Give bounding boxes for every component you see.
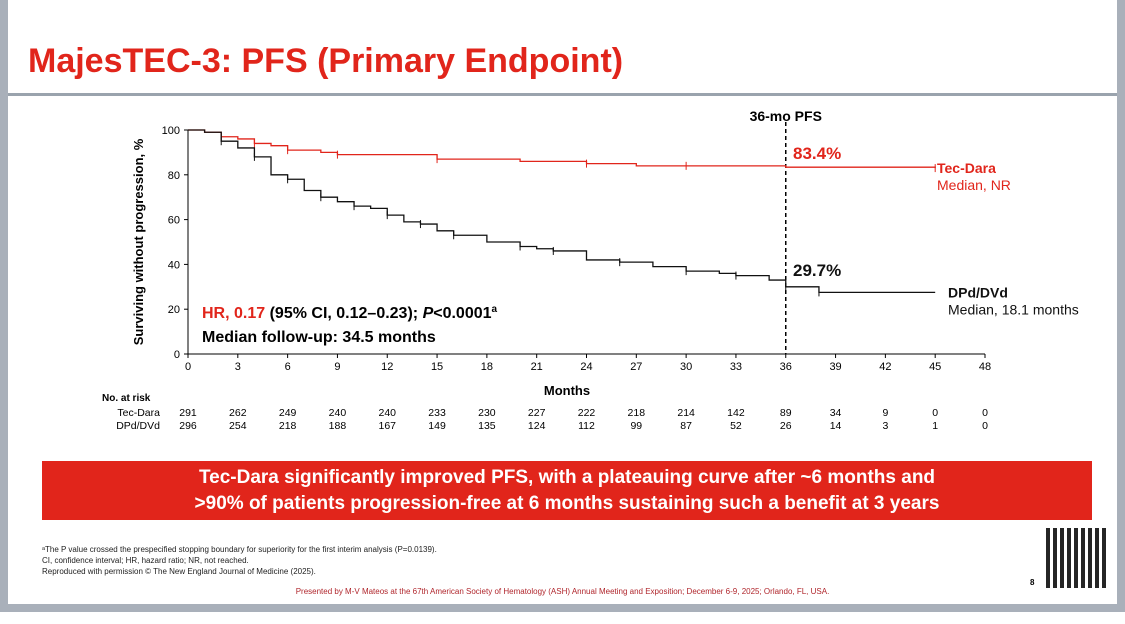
risk-value: 34 [830,407,842,419]
footnote: CI, confidence interval; HR, hazard rati… [42,556,249,565]
conclusion-banner: Tec-Dara significantly improved PFS, wit… [42,461,1092,520]
median-follow-up: Median follow-up: 34.5 months [202,329,436,346]
risk-value: 0 [982,420,988,432]
page-number: 8 [1030,578,1035,587]
x-tick-label: 39 [829,361,841,373]
y-axis-title: Surviving without progression, % [131,138,146,345]
hr-part: <0.0001 [433,305,491,322]
landmark-value: 83.4% [793,144,841,163]
hr-part: P [423,305,434,322]
x-tick-label: 18 [481,361,493,373]
x-tick-label: 42 [879,361,891,373]
risk-value: 240 [329,407,347,419]
risk-value: 89 [780,407,792,419]
hr-part: a [492,304,498,315]
risk-value: 214 [677,407,695,419]
series-median: Median, NR [937,177,1011,193]
landmark-label: 36-mo PFS [750,108,822,124]
x-tick-label: 9 [334,361,340,373]
risk-value: 14 [830,420,842,432]
risk-row-label: Tec-Dara [117,407,160,419]
y-tick-label: 100 [162,125,180,137]
hr-part: (95% CI, 0.12–0.23); [265,305,422,322]
footnote: Reproduced with permission © The New Eng… [42,567,316,576]
x-tick-label: 27 [630,361,642,373]
x-tick-label: 48 [979,361,991,373]
risk-value: 26 [780,420,792,432]
risk-value: 188 [329,420,347,432]
x-tick-label: 21 [531,361,543,373]
x-tick-label: 45 [929,361,941,373]
frame-right [1117,0,1125,612]
x-tick-label: 30 [680,361,692,373]
risk-value: 218 [279,420,297,432]
presented-by: Presented by M-V Mateos at the 67th Amer… [295,587,830,596]
title-divider [8,93,1117,96]
risk-value: 135 [478,420,496,432]
y-tick-label: 20 [168,304,180,316]
risk-value: 222 [578,407,596,419]
risk-value: 0 [932,407,938,419]
x-tick-label: 3 [235,361,241,373]
risk-value: 9 [882,407,888,419]
risk-value: 227 [528,407,546,419]
y-tick-label: 0 [174,349,180,361]
risk-value: 1 [932,420,938,432]
risk-value: 218 [628,407,646,419]
risk-value: 296 [179,420,197,432]
risk-value: 0 [982,407,988,419]
x-tick-label: 33 [730,361,742,373]
risk-value: 142 [727,407,745,419]
x-tick-label: 0 [185,361,191,373]
frame-bottom [0,604,1125,612]
footnote: ᵃThe P value crossed the prespecified st… [42,545,437,554]
risk-value: 233 [428,407,446,419]
risk-value: 149 [428,420,446,432]
y-tick-label: 80 [168,170,180,182]
x-tick-label: 36 [780,361,792,373]
slide-title: MajesTEC-3: PFS (Primary Endpoint) [28,42,624,80]
risk-value: 112 [578,420,595,432]
x-tick-label: 24 [580,361,592,373]
risk-value: 87 [680,420,692,432]
risk-row-label: DPd/DVd [116,420,160,432]
risk-value: 291 [179,407,197,419]
risk-value: 124 [528,420,546,432]
km-chart: 0 3 6 9 12 15 18 21 24 27 30 33 36 39 42 45 480204060801… [102,108,1079,432]
risk-value: 167 [378,420,396,432]
series-median: Median, 18.1 months [948,301,1079,317]
risk-value: 52 [730,420,742,432]
qr-code[interactable] [1046,528,1106,588]
x-tick-label: 15 [431,361,443,373]
risk-value: 240 [378,407,396,419]
km-curve-dpd-dvd [188,129,936,294]
risk-table-title: No. at risk [102,393,151,404]
hr-part: HR, 0.17 [202,305,265,322]
x-tick-label: 12 [381,361,393,373]
landmark-value: 29.7% [793,261,841,280]
banner-line: Tec-Dara significantly improved PFS, wit… [198,467,936,488]
y-tick-label: 60 [168,215,180,227]
x-tick-label: 6 [285,361,291,373]
y-tick-label: 40 [168,259,180,271]
risk-value: 99 [630,420,642,432]
banner-line: >90% of patients progression-free at 6 m… [194,493,940,514]
x-axis-title: Months [544,383,590,398]
series-label: DPd/DVd [948,284,1008,300]
risk-value: 3 [882,420,888,432]
series-label: Tec-Dara [937,160,996,176]
hazard-ratio: HR, 0.17 (95% CI, 0.12–0.23); P<0.0001a [202,304,498,322]
risk-value: 249 [279,407,297,419]
risk-value: 230 [478,407,496,419]
risk-value: 254 [229,420,247,432]
risk-value: 262 [229,407,247,419]
frame-left [0,0,8,612]
